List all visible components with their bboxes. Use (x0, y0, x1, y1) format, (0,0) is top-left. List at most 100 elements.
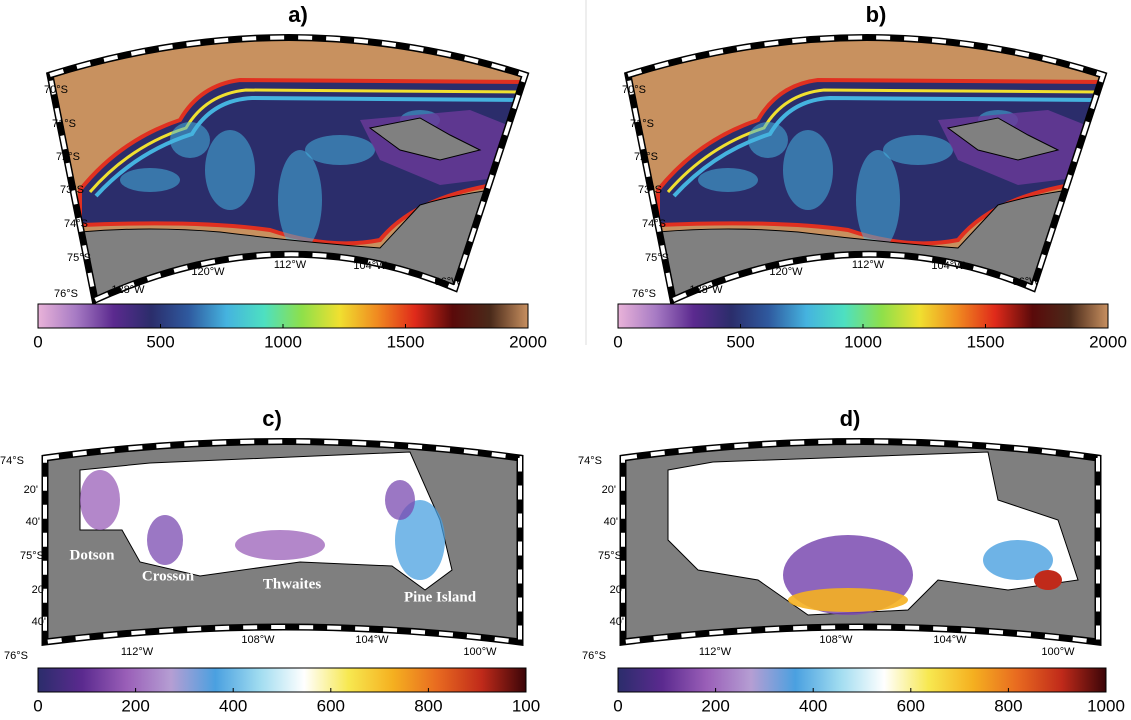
lon-label: 104°W (933, 634, 967, 646)
lat-label: 70°S (44, 84, 68, 96)
lat-label: 73°S (638, 184, 662, 196)
melt-patch (80, 470, 120, 530)
place-name: Pine Island (404, 589, 477, 605)
lat-label: 20' (602, 484, 616, 496)
lon-label: 108°W (819, 634, 853, 646)
colorbar-tick-label: 500 (726, 332, 754, 351)
map-body (623, 441, 1098, 642)
ice-streak (170, 122, 210, 158)
lon-label: 120°W (191, 266, 225, 278)
lon-label: 104°W (355, 634, 389, 646)
colorbar-tick-label: 1500 (967, 332, 1005, 351)
colorbar-tick-label: 100 (512, 696, 540, 715)
lat-label: 40' (32, 616, 46, 628)
lat-label: 20' (32, 584, 46, 596)
lon-label: 128°W (111, 284, 145, 296)
lat-label: 40' (604, 516, 618, 528)
lat-label: 40' (26, 516, 40, 528)
melt-patch (147, 515, 183, 565)
ice-streak (856, 150, 900, 250)
lat-label: 74°S (642, 218, 666, 230)
lat-label: 76°S (582, 650, 606, 662)
place-name: Dotson (69, 547, 115, 563)
lat-label: 20' (610, 584, 624, 596)
lat-label: 76°S (632, 288, 656, 300)
lat-label: 70°S (622, 84, 646, 96)
panel-label: b) (866, 2, 887, 27)
colorbar-tick-label: 200 (121, 696, 149, 715)
island (368, 117, 482, 161)
colorbar-tick-label: 500 (146, 332, 174, 351)
ice-streak (305, 135, 375, 165)
melt-patch (983, 540, 1053, 580)
panel-label: d) (840, 406, 861, 431)
map-body (45, 441, 520, 642)
lon-label: 112°W (852, 259, 885, 271)
map-panel: d) 74°S 20' 40' 75°S 20' 40' 76°S 112°W 108°W 104°… (578, 406, 1102, 662)
place-name: Crosson (142, 568, 195, 584)
ice-streak (278, 150, 322, 250)
colorbar-tick-label: 800 (414, 696, 442, 715)
panel-label: c) (262, 406, 282, 431)
lon-label: 100°W (1041, 646, 1075, 658)
lon-label: 128°W (689, 284, 723, 296)
lon-label: 96°W (1012, 276, 1040, 288)
lat-label: 76°S (4, 650, 28, 662)
colorbar-tick-label: 1000 (1087, 696, 1125, 715)
map-body (628, 37, 1103, 300)
lat-label: 74°S (0, 455, 24, 467)
melt-patch (788, 588, 908, 612)
lat-label: 73°S (60, 184, 84, 196)
lat-label: 72°S (634, 151, 658, 163)
lat-label: 71°S (52, 118, 76, 130)
melt-patch (1034, 570, 1062, 590)
colorbar-tick-label: 1000 (844, 332, 882, 351)
frame (619, 438, 1102, 646)
lat-label: 75°S (598, 550, 622, 562)
frame (41, 438, 524, 646)
panel-label: a) (288, 2, 308, 27)
lat-label: 75°S (645, 252, 669, 264)
lat-label: 72°S (56, 151, 80, 163)
colorbar-tick-label: 1500 (387, 332, 425, 351)
ice-streak (748, 122, 788, 158)
map-body (50, 37, 525, 300)
lon-label: 112°W (699, 646, 732, 658)
frame-dash (625, 35, 1106, 303)
colorbar (617, 667, 1107, 693)
colorbar-tick-label: 600 (897, 696, 925, 715)
ice-streak (698, 168, 758, 192)
lat-label: 74°S (578, 455, 602, 467)
lon-label: 104°W (353, 260, 387, 272)
map-panel: b) 70°S 71°S 72°S 73°S 74°S 75°S 76°S 128°W 120°W… (622, 2, 1108, 306)
ice-shelf (667, 451, 1079, 616)
lon-label: 112°W (274, 259, 307, 271)
colorbar-tick-label: 600 (317, 696, 345, 715)
colorbar-tick-label: 0 (613, 332, 622, 351)
lat-label: 74°S (64, 218, 88, 230)
lat-label: 76°S (54, 288, 78, 300)
lon-label: 120°W (769, 266, 803, 278)
lon-label: 108°W (241, 634, 275, 646)
map-panel: a) 70°S 71°S 72°S 73°S 74°S 75°S 76°S 128°W 120°W… (44, 2, 530, 306)
colorbar-tick-label: 1000 (264, 332, 302, 351)
ice-streak (783, 130, 833, 210)
melt-patch (385, 480, 415, 520)
colorbar-tick-label: 800 (994, 696, 1022, 715)
lon-label: 96°W (434, 276, 462, 288)
lon-label: 112°W (121, 646, 154, 658)
colorbar-tick-label: 2000 (509, 332, 547, 351)
frame-dash (47, 35, 528, 303)
ice-streak (205, 130, 255, 210)
lon-label: 100°W (463, 646, 497, 658)
lat-label: 71°S (630, 118, 654, 130)
lon-label: 104°W (931, 260, 965, 272)
colorbar-tick-label: 400 (219, 696, 247, 715)
colorbar (37, 667, 527, 693)
colorbar-tick-label: 0 (33, 696, 42, 715)
colorbar-tick-label: 0 (613, 696, 622, 715)
melt-patch (395, 500, 445, 580)
colorbar-tick-label: 0 (33, 332, 42, 351)
map-panel: c) 74°S 20' 40' 75°S 20' 40' 76°S 112°W 108°W 104°… (0, 406, 524, 662)
